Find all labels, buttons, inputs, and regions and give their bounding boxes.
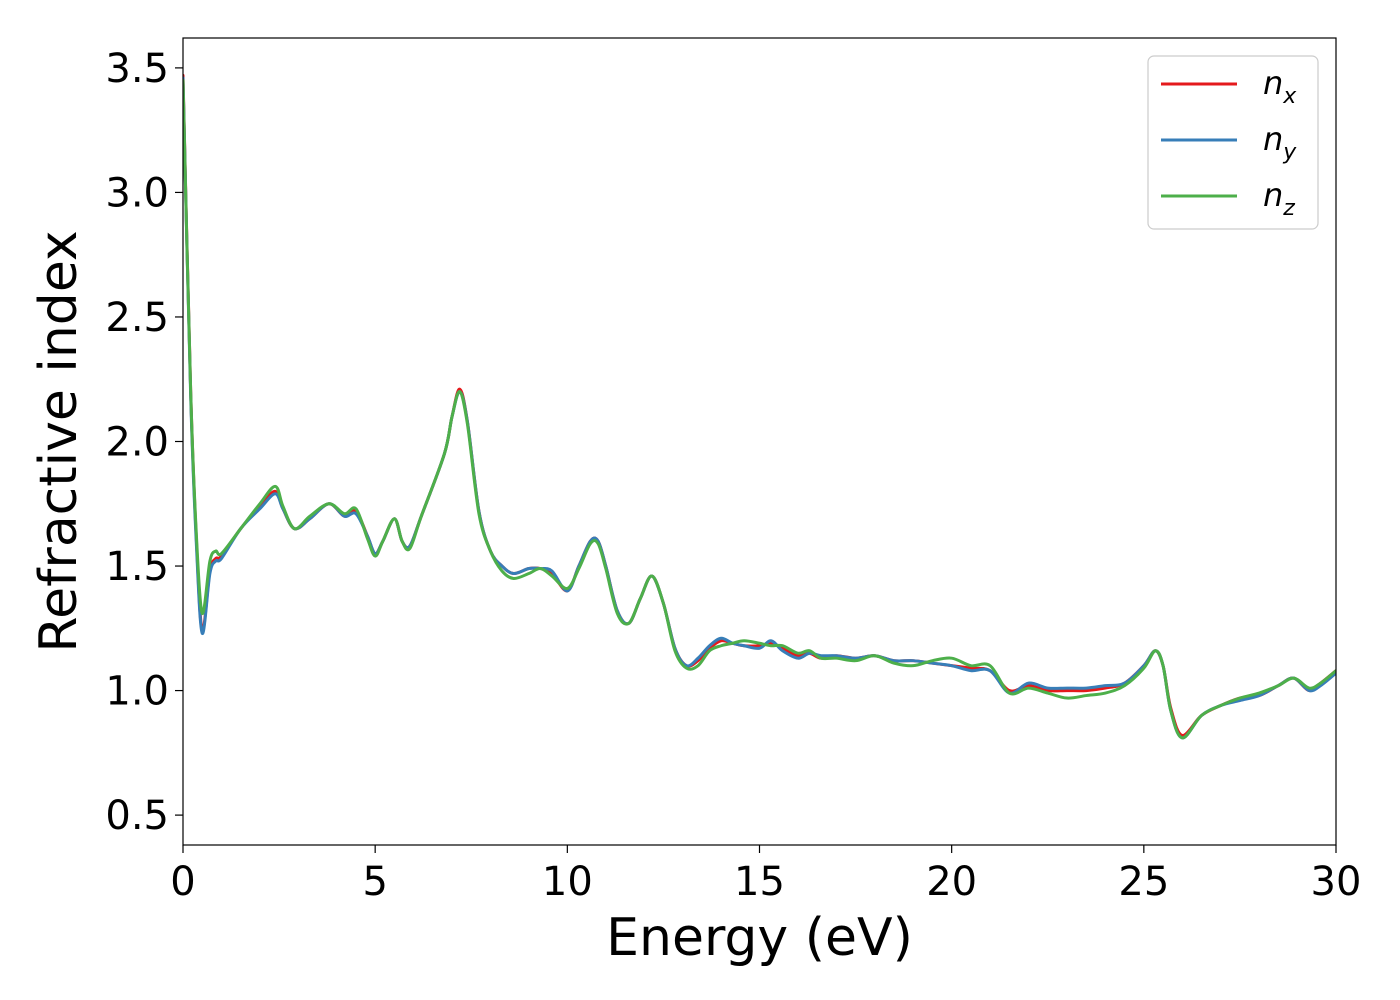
y-tick-label: 2.0 <box>105 420 169 466</box>
legend-label-nx: nx <box>1263 64 1297 109</box>
y-tick-label: 1.5 <box>105 544 169 590</box>
legend: nx ny nz <box>1147 55 1319 230</box>
x-tick-label: 25 <box>1118 859 1169 905</box>
y-tick-label: 0.5 <box>105 793 169 839</box>
y-tick-label: 3.0 <box>105 170 169 216</box>
x-axis: 0 5 10 15 20 25 30 <box>170 845 1361 905</box>
x-tick-label: 20 <box>926 859 977 905</box>
x-tick-label: 5 <box>362 859 387 905</box>
x-tick-label: 0 <box>170 859 195 905</box>
y-tick-label: 1.0 <box>105 669 169 715</box>
legend-box <box>1147 55 1319 230</box>
series-line-nz <box>183 78 1336 740</box>
plot-area <box>183 73 1336 740</box>
x-axis-title: Energy (eV) <box>606 908 913 968</box>
y-tick-label: 3.5 <box>105 46 169 92</box>
legend-label-nz: nz <box>1263 176 1295 221</box>
series-layer <box>183 73 1336 740</box>
y-axis: 0.5 1.0 1.5 2.0 2.5 3.0 3.5 <box>105 46 183 839</box>
legend-entries: nx ny nz <box>1161 64 1297 221</box>
legend-label-ny: ny <box>1263 120 1297 165</box>
x-tick-label: 15 <box>734 859 785 905</box>
y-axis-title: Refractive index <box>29 230 89 652</box>
y-tick-label: 2.5 <box>105 295 169 341</box>
x-tick-label: 10 <box>542 859 593 905</box>
x-tick-label: 30 <box>1311 859 1362 905</box>
